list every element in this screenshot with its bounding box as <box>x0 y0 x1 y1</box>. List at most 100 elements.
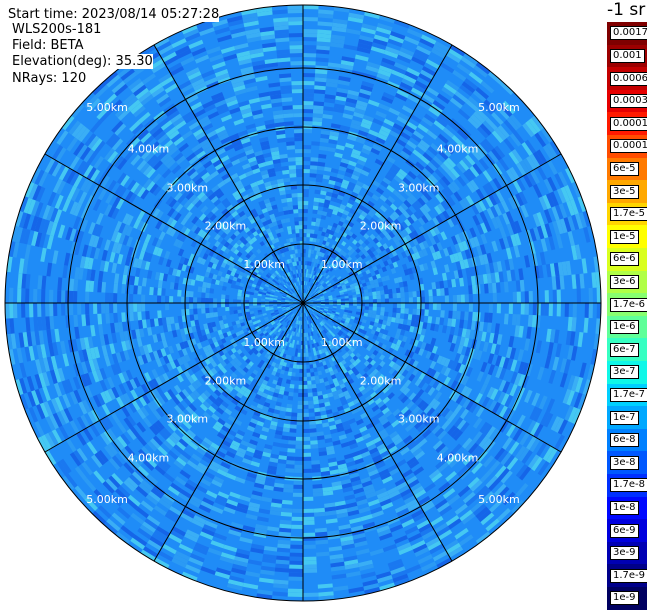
field-cell <box>351 261 357 267</box>
field-cell <box>240 214 248 221</box>
field-cell <box>402 435 413 444</box>
field-cell <box>334 313 340 317</box>
field-cell <box>169 228 177 237</box>
field-cell <box>21 273 27 289</box>
field-cell <box>472 349 479 360</box>
field-cell <box>282 206 289 212</box>
field-cell <box>432 100 446 111</box>
field-cell <box>219 215 227 223</box>
field-cell <box>144 372 152 382</box>
field-cell <box>262 557 277 564</box>
field-cell <box>277 364 283 370</box>
field-cell <box>281 499 293 505</box>
field-cell <box>517 349 525 362</box>
field-cell <box>414 80 428 90</box>
field-cell <box>221 303 226 308</box>
field-cell <box>310 331 314 336</box>
field-cell <box>536 366 545 381</box>
field-cell <box>146 180 156 192</box>
field-cell <box>283 336 288 342</box>
field-cell <box>280 198 288 204</box>
field-cell <box>296 420 303 425</box>
field-cell <box>299 269 302 274</box>
field-cell <box>265 202 272 208</box>
field-cell <box>488 478 501 492</box>
field-cell <box>190 224 198 233</box>
field-cell <box>174 275 180 284</box>
field-cell <box>270 292 275 296</box>
field-cell <box>375 228 382 235</box>
field-cell <box>228 575 245 583</box>
field-cell <box>249 291 255 296</box>
field-cell <box>190 366 198 374</box>
field-cell <box>432 243 440 253</box>
field-cell <box>181 334 187 342</box>
field-cell <box>289 301 294 303</box>
field-cell <box>288 258 293 264</box>
field-cell <box>496 333 503 345</box>
field-cell <box>311 468 321 473</box>
field-cell <box>141 73 156 85</box>
field-cell <box>220 337 227 344</box>
field-cell <box>571 274 577 289</box>
field-cell <box>167 485 180 496</box>
field-cell <box>129 378 138 390</box>
field-cell <box>137 465 150 477</box>
field-cell <box>481 331 487 342</box>
field-cell <box>371 375 378 382</box>
field-cell <box>338 165 347 172</box>
field-cell <box>356 207 363 215</box>
field-cell <box>355 372 363 380</box>
field-cell <box>369 359 377 366</box>
field-cell <box>289 45 303 50</box>
field-cell <box>293 257 297 262</box>
field-cell <box>438 113 451 125</box>
field-cell <box>285 277 289 282</box>
field-cell <box>296 261 300 266</box>
field-cell <box>208 464 219 473</box>
field-cell <box>223 176 232 184</box>
field-cell <box>342 486 354 493</box>
field-cell <box>264 181 272 187</box>
field-cell <box>481 396 491 408</box>
field-cell <box>315 222 321 227</box>
field-cell <box>289 53 303 58</box>
field-cell <box>209 53 224 63</box>
field-cell <box>339 217 346 223</box>
field-cell <box>136 435 147 447</box>
field-cell <box>323 166 332 172</box>
field-cell <box>304 265 307 270</box>
field-cell <box>449 326 456 336</box>
field-cell <box>294 306 299 309</box>
field-cell <box>414 346 421 355</box>
field-cell <box>246 425 255 432</box>
field-cell <box>562 388 572 405</box>
field-cell <box>465 99 479 112</box>
field-cell <box>325 82 338 88</box>
field-cell <box>171 330 178 338</box>
field-cell <box>250 52 264 59</box>
field-cell <box>255 285 261 289</box>
field-cell <box>391 126 402 135</box>
field-cell <box>438 212 447 222</box>
field-cell <box>315 250 320 256</box>
field-cell <box>330 226 337 232</box>
field-cell <box>288 436 296 441</box>
field-cell <box>408 232 416 240</box>
field-cell <box>384 298 389 303</box>
field-cell <box>495 366 503 379</box>
field-cell <box>306 307 310 312</box>
field-cell <box>292 293 296 297</box>
field-cell <box>232 378 239 386</box>
field-cell <box>285 303 290 305</box>
field-cell <box>208 445 218 454</box>
field-cell <box>399 340 406 348</box>
field-cell <box>299 308 302 313</box>
field-cell <box>413 130 425 140</box>
field-cell <box>211 92 224 101</box>
field-cell <box>410 320 416 327</box>
field-cell <box>360 220 368 227</box>
field-cell <box>421 529 436 541</box>
field-cell <box>368 447 379 455</box>
field-cell <box>185 179 195 189</box>
